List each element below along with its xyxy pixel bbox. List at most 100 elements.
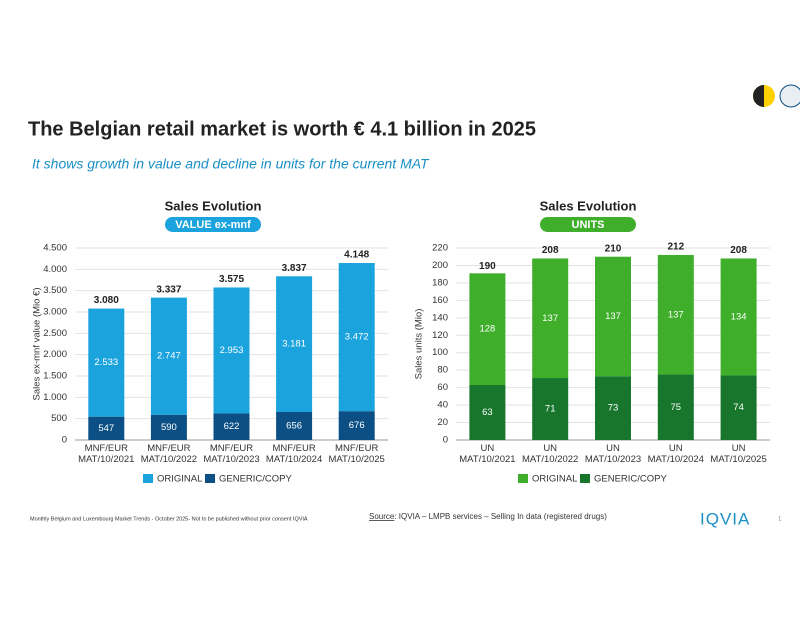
total-label: 212 — [667, 242, 684, 253]
value-label: 3.472 — [345, 332, 369, 343]
subtitle-pill — [540, 217, 636, 232]
value-label: 137 — [605, 311, 621, 322]
y-tick-label: 3.000 — [43, 307, 67, 318]
legend-swatch — [143, 474, 153, 483]
total-label: 3.080 — [94, 295, 119, 306]
y-tick-label: 500 — [51, 413, 67, 424]
bar-segment — [657, 374, 694, 440]
legend-label: ORIGINAL — [532, 474, 577, 485]
x-tick-label: UN MAT/10/2022 — [522, 443, 579, 465]
y-axis-label: Sales units (Mio) — [414, 309, 425, 380]
bar-segment — [213, 413, 250, 440]
value-label: 63 — [482, 407, 493, 418]
y-axis-label: Sales ex-mnf value (Mio €) — [32, 288, 43, 401]
value-label: 622 — [224, 421, 240, 432]
y-tick-label: 140 — [432, 312, 448, 323]
page-number: 1 — [778, 517, 782, 523]
value-label: 128 — [479, 324, 495, 335]
value-label: 547 — [98, 423, 114, 434]
y-tick-label: 0 — [443, 435, 448, 446]
legend-label: GENERIC/COPY — [219, 474, 293, 485]
x-tick-label: UN MAT/10/2023 — [584, 443, 642, 465]
bar-segment — [595, 256, 631, 377]
source: Source: IQVIA – LMPB services – Selling … — [369, 512, 607, 521]
y-tick-label: 3.500 — [43, 285, 67, 296]
value-label: 2.533 — [94, 357, 118, 368]
y-tick-label: 1.000 — [43, 392, 67, 403]
y-tick-label: 60 — [437, 382, 448, 393]
value-label: 73 — [608, 403, 619, 414]
x-tick-label: UN MAT/10/2021 — [459, 443, 516, 465]
bar-segment — [720, 375, 757, 440]
bar-segment — [532, 378, 569, 440]
value-label: 3.181 — [282, 339, 306, 350]
value-label: 676 — [349, 420, 365, 431]
bar-segment — [150, 414, 187, 440]
x-tick-label: MNF/EUR MAT/10/2024 — [265, 443, 323, 465]
bar-segment — [150, 297, 187, 415]
total-label: 208 — [730, 245, 747, 256]
total-label: 3.837 — [282, 263, 307, 274]
y-tick-label: 1.500 — [43, 371, 67, 382]
value-label: 2.953 — [220, 345, 244, 356]
chart-title: Sales Evolution — [165, 198, 262, 213]
legend-label: GENERIC/COPY — [594, 474, 668, 485]
chart-subtitle: VALUE ex-mnf — [175, 219, 251, 231]
y-tick-label: 40 — [437, 400, 448, 411]
y-tick-label: 20 — [437, 417, 448, 428]
chart-subtitle: UNITS — [572, 219, 605, 231]
y-tick-label: 120 — [432, 330, 448, 341]
chart-title: Sales Evolution — [540, 198, 637, 213]
y-tick-label: 180 — [432, 277, 448, 288]
x-tick-label: UN MAT/10/2024 — [647, 443, 704, 465]
x-tick-label: UN MAT/10/2025 — [710, 443, 767, 465]
lux-icon — [779, 84, 800, 108]
total-label: 210 — [605, 243, 622, 254]
logo: IQVIA — [700, 509, 750, 528]
bar-segment — [532, 258, 569, 379]
y-tick-label: 200 — [432, 260, 448, 271]
value-label: 656 — [286, 421, 302, 432]
y-tick-label: 80 — [437, 365, 448, 376]
source-text: : IQVIA – LMPB services – Selling In dat… — [394, 512, 607, 521]
bar-segment — [338, 411, 375, 440]
slide-title: The Belgian retail market is worth € 4.1… — [28, 118, 536, 140]
y-tick-label: 160 — [432, 295, 448, 306]
total-label: 3.575 — [219, 274, 244, 285]
bar-segment — [213, 287, 250, 414]
y-tick-label: 220 — [432, 243, 448, 254]
value-label: 137 — [668, 309, 684, 320]
x-tick-label: MNF/EUR MAT/10/2021 — [78, 443, 135, 465]
total-label: 3.337 — [156, 284, 181, 295]
bar-segment — [276, 276, 313, 413]
flag-icon-half — [753, 85, 764, 107]
value-label: 2.747 — [157, 351, 181, 362]
y-tick-label: 2.000 — [43, 349, 67, 360]
x-tick-label: MNF/EUR MAT/10/2022 — [140, 443, 198, 465]
bar-segment — [338, 263, 375, 412]
total-label: 190 — [479, 261, 496, 272]
x-tick-label: MNF/EUR MAT/10/2023 — [203, 443, 260, 465]
value-label: 137 — [542, 313, 558, 324]
slide-subtitle: It shows growth in value and decline in … — [32, 156, 430, 172]
source-label: Source — [369, 512, 395, 521]
value-label: 75 — [671, 402, 682, 413]
legend-swatch — [205, 474, 215, 483]
legend-swatch — [580, 474, 590, 483]
footer-note: Monthly Belgium and Luxembourg Market Tr… — [30, 516, 308, 522]
bar-segment — [88, 416, 125, 440]
y-tick-label: 2.500 — [43, 328, 67, 339]
bar-segment — [469, 385, 506, 440]
bar-segment — [469, 273, 506, 386]
bar-segment — [276, 412, 313, 440]
bar-segment — [720, 258, 757, 376]
legend-label: ORIGINAL — [157, 474, 202, 485]
total-label: 208 — [542, 245, 559, 256]
y-tick-label: 4.000 — [43, 264, 67, 275]
y-tick-label: 4.500 — [43, 243, 67, 254]
bar-segment — [88, 308, 125, 417]
subtitle-pill — [165, 217, 261, 232]
value-label: 590 — [161, 422, 177, 433]
